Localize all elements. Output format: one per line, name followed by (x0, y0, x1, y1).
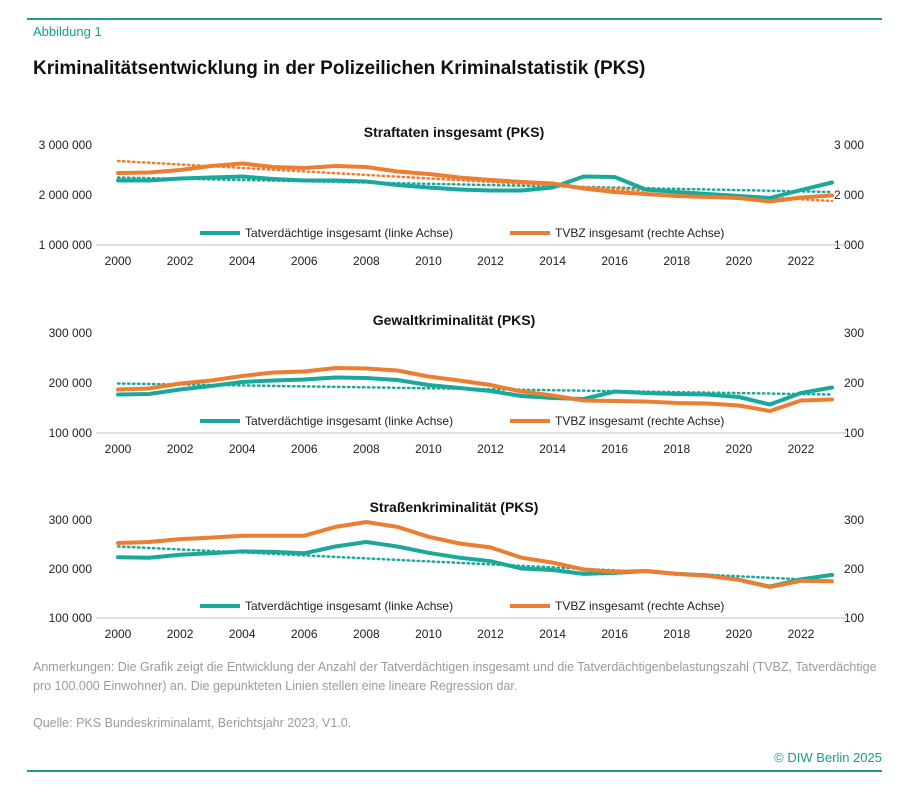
series-line-tatverdaechtige (116, 375, 834, 407)
x-tick-label: 2008 (353, 254, 380, 268)
x-tick-label: 2000 (105, 254, 132, 268)
footnote: Anmerkungen: Die Grafik zeigt die Entwic… (33, 660, 877, 693)
x-tick-label: 2012 (477, 627, 504, 641)
x-tick-label: 2004 (229, 442, 256, 456)
x-tick-label: 2000 (105, 627, 132, 641)
x-tick-label: 2000 (105, 442, 132, 456)
y-left-tick-label: 200 000 (49, 376, 93, 390)
top-rule (27, 18, 882, 20)
legend-label: TVBZ insgesamt (rechte Achse) (555, 226, 724, 240)
x-tick-label: 2006 (291, 627, 318, 641)
x-tick-label: 2010 (415, 442, 442, 456)
y-left-tick-label: 200 000 (49, 562, 93, 576)
x-tick-label: 2012 (477, 442, 504, 456)
y-left-tick-label: 100 000 (49, 611, 93, 625)
x-tick-label: 2020 (726, 627, 753, 641)
x-tick-label: 2010 (415, 254, 442, 268)
x-tick-label: 2018 (663, 254, 690, 268)
y-left-tick-label: 1 000 000 (39, 238, 93, 252)
chart-title: Straftaten insgesamt (PKS) (364, 124, 544, 140)
x-tick-label: 2006 (291, 442, 318, 456)
x-tick-label: 2014 (539, 254, 566, 268)
copyright: © DIW Berlin 2025 (774, 750, 882, 765)
y-left-tick-label: 300 000 (49, 326, 93, 340)
x-tick-label: 2004 (229, 627, 256, 641)
x-tick-label: 2016 (601, 254, 628, 268)
x-tick-label: 2020 (726, 442, 753, 456)
x-tick-label: 2014 (539, 442, 566, 456)
y-left-tick-label: 2 000 000 (39, 188, 93, 202)
x-tick-label: 2010 (415, 627, 442, 641)
bottom-rule (27, 770, 882, 772)
y-right-tick-label: 200 (844, 562, 864, 576)
figure-title: Kriminalitätsentwicklung in der Polizeil… (33, 58, 646, 79)
y-right-tick-label: 100 (844, 611, 864, 625)
y-right-tick-label: 3 000 (834, 138, 864, 152)
legend-label: Tatverdächtige insgesamt (linke Achse) (245, 226, 453, 240)
trendline-left (116, 176, 834, 194)
legend-label: Tatverdächtige insgesamt (linke Achse) (245, 414, 453, 428)
x-tick-label: 2014 (539, 627, 566, 641)
x-tick-label: 2012 (477, 254, 504, 268)
series-line-tvbz (116, 520, 834, 590)
x-tick-label: 2006 (291, 254, 318, 268)
series-line-tatverdaechtige (116, 174, 834, 200)
x-tick-label: 2008 (353, 627, 380, 641)
figure-label: Abbildung 1 (33, 24, 102, 39)
x-tick-label: 2018 (663, 442, 690, 456)
y-right-tick-label: 300 (844, 513, 864, 527)
chart-title: Gewaltkriminalität (PKS) (373, 312, 536, 328)
x-tick-label: 2018 (663, 627, 690, 641)
chart-title: Straßenkriminalität (PKS) (370, 499, 539, 515)
x-tick-label: 2004 (229, 254, 256, 268)
legend-label: Tatverdächtige insgesamt (linke Achse) (245, 599, 453, 613)
y-right-tick-label: 200 (844, 376, 864, 390)
x-tick-label: 2002 (167, 254, 194, 268)
y-left-tick-label: 100 000 (49, 426, 93, 440)
series-line-tvbz (116, 161, 834, 204)
chart-panel-2: Gewaltkriminalität (PKS) 100 000 200 000 30… (49, 312, 865, 456)
y-left-tick-label: 3 000 000 (39, 138, 93, 152)
chart-panel-1: Straftaten insgesamt (PKS) 1 000 000 2 000… (39, 124, 865, 268)
x-tick-label: 2022 (788, 254, 815, 268)
x-tick-label: 2008 (353, 442, 380, 456)
x-tick-label: 2002 (167, 442, 194, 456)
chart-panel-3: Straßenkriminalität (PKS) 100 000 200 000 3… (49, 499, 865, 641)
y-right-tick-label: 2 000 (834, 188, 864, 202)
x-tick-label: 2020 (726, 254, 753, 268)
x-tick-label: 2016 (601, 627, 628, 641)
x-tick-label: 2022 (788, 627, 815, 641)
x-tick-label: 2016 (601, 442, 628, 456)
source-note: Quelle: PKS Bundeskriminalamt, Berichtsj… (33, 716, 352, 730)
x-tick-label: 2022 (788, 442, 815, 456)
y-right-tick-label: 300 (844, 326, 864, 340)
series-line-tvbz (116, 366, 834, 413)
y-right-tick-label: 100 (844, 426, 864, 440)
y-right-tick-label: 1 000 (834, 238, 864, 252)
x-tick-label: 2002 (167, 627, 194, 641)
y-left-tick-label: 300 000 (49, 513, 93, 527)
legend-label: TVBZ insgesamt (rechte Achse) (555, 414, 724, 428)
legend-label: TVBZ insgesamt (rechte Achse) (555, 599, 724, 613)
